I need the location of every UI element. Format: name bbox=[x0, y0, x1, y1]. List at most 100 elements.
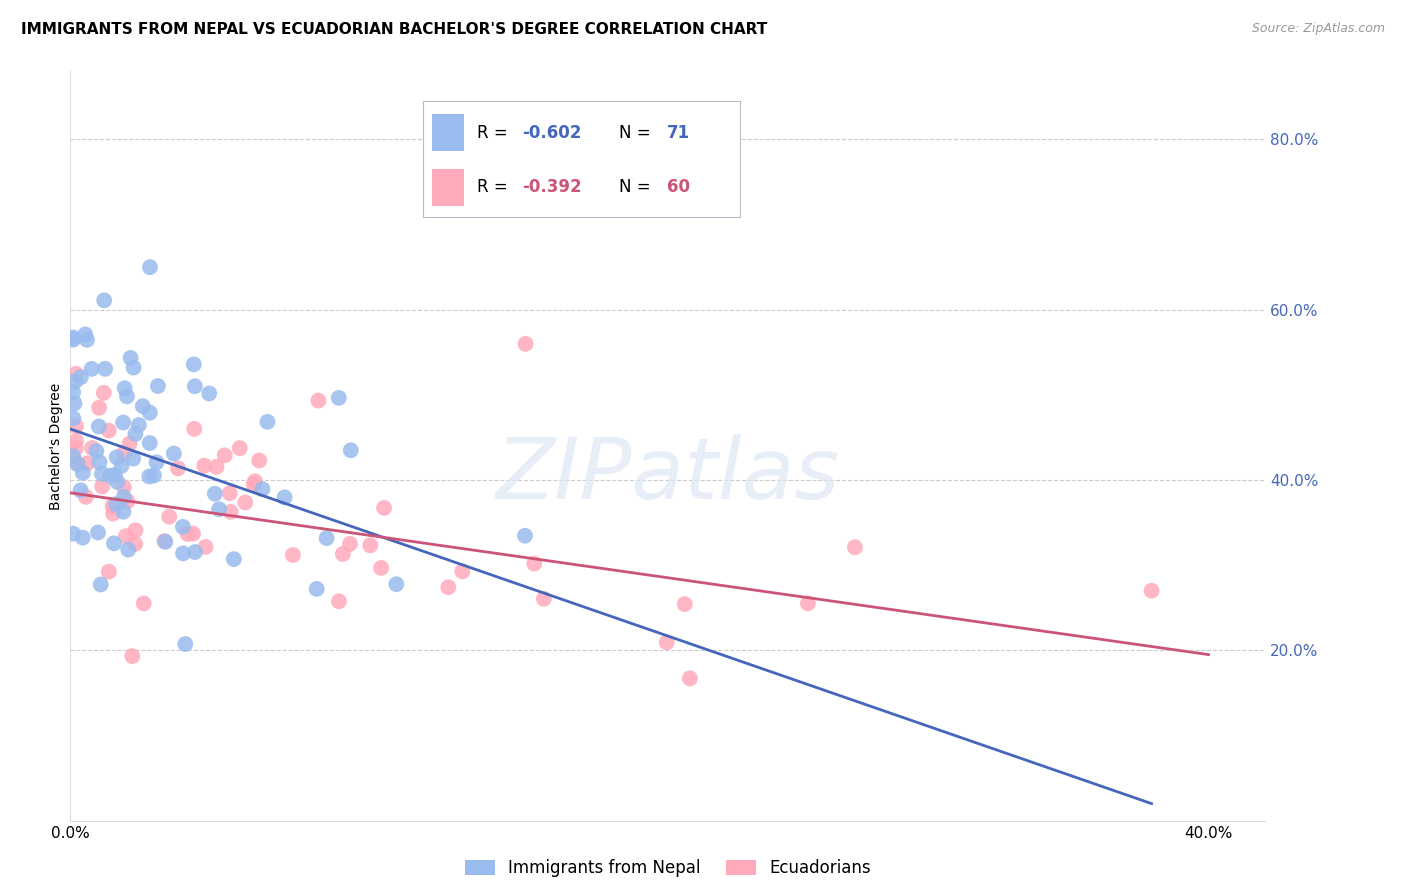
Point bbox=[117, 494, 139, 508]
Point bbox=[243, 475, 266, 489]
Point bbox=[155, 534, 177, 549]
Point bbox=[105, 497, 128, 511]
Point bbox=[115, 389, 138, 403]
Point bbox=[844, 540, 866, 554]
Point bbox=[673, 597, 696, 611]
Point bbox=[679, 671, 702, 685]
Point bbox=[163, 446, 186, 460]
Point bbox=[97, 565, 120, 579]
Point bbox=[328, 391, 350, 405]
Point bbox=[110, 458, 132, 473]
Point bbox=[305, 582, 328, 596]
Point bbox=[75, 327, 97, 342]
Point bbox=[132, 399, 155, 413]
Point bbox=[222, 552, 245, 566]
Point bbox=[307, 393, 329, 408]
Point bbox=[174, 637, 197, 651]
Point bbox=[87, 401, 110, 415]
Point bbox=[114, 381, 136, 395]
Point bbox=[332, 547, 354, 561]
Point bbox=[120, 351, 142, 365]
Point bbox=[145, 455, 167, 469]
Point bbox=[87, 419, 110, 434]
Point bbox=[114, 529, 136, 543]
Point bbox=[157, 509, 180, 524]
Point bbox=[89, 455, 111, 469]
Point bbox=[139, 406, 162, 420]
Point bbox=[117, 542, 139, 557]
Point bbox=[65, 455, 87, 469]
Point bbox=[101, 507, 124, 521]
Point bbox=[128, 417, 150, 432]
Point bbox=[172, 520, 194, 534]
Point bbox=[93, 385, 115, 400]
Point bbox=[76, 456, 98, 470]
Point bbox=[112, 490, 135, 504]
Point bbox=[385, 577, 408, 591]
Point bbox=[98, 468, 121, 483]
Point bbox=[233, 495, 256, 509]
Point bbox=[142, 468, 165, 483]
Point bbox=[65, 434, 87, 449]
Point bbox=[1140, 583, 1163, 598]
Point bbox=[62, 333, 84, 347]
Point bbox=[451, 565, 474, 579]
Text: Source: ZipAtlas.com: Source: ZipAtlas.com bbox=[1251, 22, 1385, 36]
Point bbox=[183, 422, 205, 436]
Point bbox=[124, 426, 146, 441]
Point bbox=[75, 490, 97, 504]
Point bbox=[62, 411, 84, 425]
Point bbox=[315, 531, 337, 545]
Point bbox=[218, 486, 240, 500]
Point bbox=[523, 557, 546, 571]
Point bbox=[328, 594, 350, 608]
Point bbox=[513, 529, 536, 543]
Point bbox=[112, 416, 135, 430]
Point bbox=[121, 649, 143, 664]
Point bbox=[63, 396, 86, 410]
Point bbox=[80, 362, 103, 376]
Point bbox=[93, 293, 115, 308]
Point bbox=[205, 459, 228, 474]
Point bbox=[97, 424, 120, 438]
Point bbox=[62, 449, 84, 463]
Point bbox=[103, 536, 125, 550]
Point bbox=[181, 526, 204, 541]
Point bbox=[183, 357, 205, 371]
Point bbox=[515, 336, 537, 351]
Point bbox=[62, 385, 84, 400]
Point bbox=[252, 482, 274, 496]
Point bbox=[112, 505, 135, 519]
Point bbox=[70, 370, 93, 384]
Point bbox=[122, 451, 145, 466]
Point bbox=[176, 527, 198, 541]
Y-axis label: Bachelor's Degree: Bachelor's Degree bbox=[49, 383, 63, 509]
Point bbox=[91, 479, 114, 493]
Point bbox=[242, 477, 264, 491]
Point bbox=[139, 260, 162, 275]
Point bbox=[104, 467, 127, 482]
Point bbox=[139, 436, 162, 450]
Point bbox=[86, 444, 108, 458]
Point bbox=[118, 436, 141, 450]
Text: ZIPatlas: ZIPatlas bbox=[496, 434, 839, 517]
Point bbox=[87, 525, 110, 540]
Point bbox=[132, 597, 155, 611]
Point bbox=[101, 499, 124, 513]
Point bbox=[112, 446, 135, 460]
Point bbox=[339, 537, 361, 551]
Point bbox=[153, 534, 176, 549]
Point bbox=[105, 475, 128, 489]
Point bbox=[229, 441, 252, 455]
Point bbox=[797, 596, 820, 610]
Point bbox=[204, 486, 226, 500]
Point bbox=[198, 386, 221, 401]
Point bbox=[65, 441, 87, 455]
Point bbox=[193, 458, 215, 473]
Point bbox=[63, 374, 86, 388]
Point bbox=[370, 561, 392, 575]
Point bbox=[72, 466, 94, 480]
Point bbox=[65, 367, 87, 381]
Point bbox=[91, 467, 114, 481]
Point bbox=[122, 360, 145, 375]
